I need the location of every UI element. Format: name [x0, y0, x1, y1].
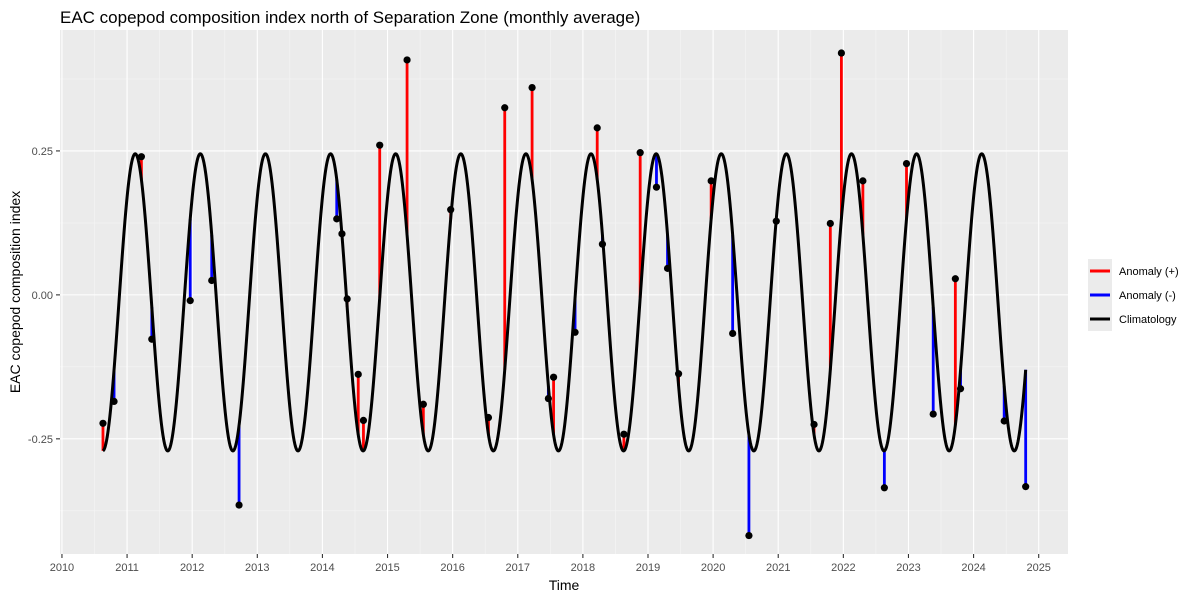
observation-point	[652, 183, 661, 191]
observation-point	[110, 397, 118, 406]
x-tick-label: 2014	[310, 562, 334, 574]
observation-point	[99, 419, 107, 427]
y-tick-label: -0.25	[28, 434, 53, 446]
observation-point	[208, 276, 216, 285]
x-tick-label: 2021	[766, 562, 790, 574]
observation-point	[528, 83, 536, 92]
observation-point	[951, 275, 959, 283]
observation-point	[1000, 417, 1008, 425]
observation-point	[956, 385, 965, 393]
observation-point	[549, 373, 558, 381]
observation-point	[544, 394, 552, 403]
chart-title: EAC copepod composition index north of S…	[60, 8, 640, 27]
observation-point	[186, 297, 194, 305]
observation-point	[902, 159, 911, 168]
observation-point	[620, 430, 628, 438]
observation-point	[359, 416, 368, 425]
x-tick-label: 2012	[180, 562, 204, 574]
observation-point	[880, 484, 888, 492]
observation-point	[810, 420, 818, 429]
observation-point	[929, 410, 937, 418]
observation-point	[484, 413, 493, 422]
x-tick-label: 2023	[896, 562, 920, 574]
observation-point	[826, 219, 834, 228]
y-axis-title: EAC copepod composition index	[7, 191, 23, 393]
y-axis: -0.25 0.00 0.25	[28, 146, 60, 446]
observation-point	[148, 335, 156, 343]
observation-point	[663, 264, 672, 272]
x-tick-label: 2015	[375, 562, 399, 574]
x-axis-title: Time	[549, 577, 580, 593]
x-tick-label: 2011	[115, 562, 139, 574]
observation-point	[338, 230, 346, 238]
x-tick-label: 2024	[961, 562, 985, 574]
observation-point	[419, 400, 427, 408]
observation-point	[447, 206, 455, 214]
x-tick-label: 2017	[506, 562, 530, 574]
climatology-line	[101, 152, 1028, 453]
grid-minor	[60, 30, 1068, 554]
plot-panel	[60, 30, 1068, 554]
observation-point	[598, 240, 607, 248]
x-tick-label: 2020	[701, 562, 725, 574]
observation-point	[593, 124, 601, 132]
observation-point	[376, 141, 384, 149]
legend: Anomaly (+) Anomaly (-) Climatology	[1088, 259, 1179, 331]
observation-points	[99, 49, 1030, 540]
observation-point	[403, 56, 411, 64]
y-tick-label: 0.00	[32, 290, 53, 302]
x-tick-label: 2018	[571, 562, 595, 574]
x-tick-label: 2022	[831, 562, 855, 574]
observation-point	[745, 531, 753, 540]
x-axis: 2010 2011 2012 2013 2014 2015 2016 2017 2018 2019…	[50, 554, 1051, 574]
observation-point	[636, 149, 644, 157]
observation-point	[235, 501, 243, 509]
x-tick-label: 2025	[1026, 562, 1050, 574]
observation-point	[837, 49, 845, 57]
observation-point	[137, 153, 145, 161]
legend-label: Anomaly (+)	[1119, 266, 1179, 278]
observation-point	[571, 328, 579, 336]
observation-point	[707, 177, 715, 185]
observation-point	[859, 177, 867, 185]
grid-major	[60, 30, 1068, 554]
x-tick-label: 2016	[440, 562, 464, 574]
x-tick-label: 2013	[245, 562, 269, 574]
observation-point	[354, 370, 362, 378]
observation-point	[772, 217, 780, 225]
observation-point	[675, 370, 683, 378]
legend-label: Climatology	[1119, 314, 1177, 326]
legend-label: Anomaly (-)	[1119, 290, 1176, 302]
x-tick-label: 2010	[50, 562, 74, 574]
observation-point	[729, 329, 737, 338]
observation-point	[501, 104, 509, 112]
observation-point	[333, 215, 341, 223]
y-tick-label: 0.25	[32, 146, 53, 158]
observation-point	[343, 295, 351, 303]
x-tick-label: 2019	[636, 562, 660, 574]
observation-point	[1022, 483, 1030, 491]
